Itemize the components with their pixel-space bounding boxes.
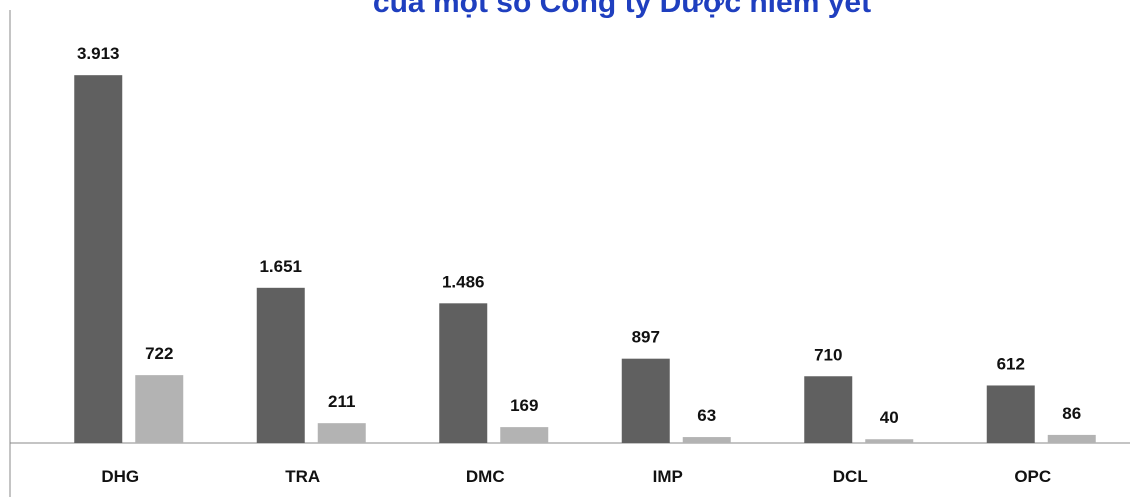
data-label: 722 [145,344,173,363]
bar [256,287,305,443]
bar [682,437,731,443]
data-label: 211 [328,392,355,411]
data-label: 612 [997,354,1025,373]
data-label: 1.651 [259,257,302,276]
bar [439,303,488,443]
data-label: 63 [697,406,716,425]
bar [865,439,914,443]
bar [986,385,1035,443]
data-label: 1.486 [442,272,485,291]
bar [317,423,366,443]
x-tick-label: OPC [1014,467,1051,486]
bar [804,376,853,443]
chart-title: của một số Công ty Dược niêm yết [373,0,871,19]
x-tick-label: DHG [101,467,139,486]
data-label: 897 [632,328,660,347]
x-tick-label: TRA [285,467,320,486]
bar [135,375,184,443]
data-label: 86 [1062,404,1081,423]
bar [500,427,549,443]
data-label: 169 [510,396,538,415]
data-label: 3.913 [77,44,120,63]
bar [1047,434,1096,443]
data-label: 40 [880,408,899,427]
x-tick-label: DMC [466,467,505,486]
x-tick-label: IMP [653,467,683,486]
bar [621,358,670,443]
x-tick-label: DCL [833,467,868,486]
bar [74,75,123,443]
data-label: 710 [814,345,842,364]
